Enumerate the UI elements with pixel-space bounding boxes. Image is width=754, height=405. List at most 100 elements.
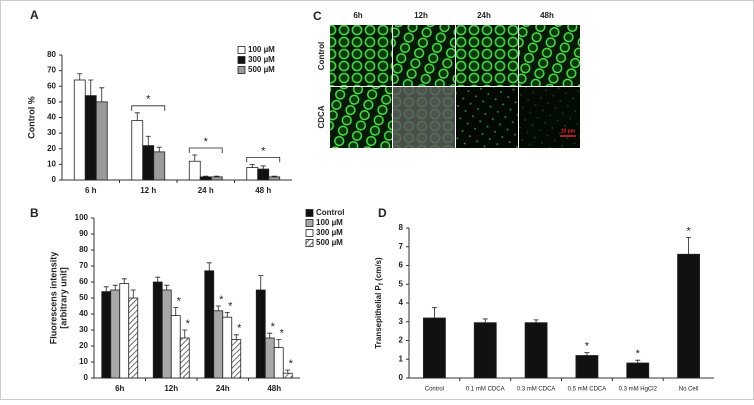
x-tick-label: 0.3 mM CDCA (517, 387, 556, 393)
error-bar (112, 284, 118, 290)
error-bar (134, 112, 140, 121)
legend-label: 300 µM (316, 228, 343, 237)
legend-swatch (305, 239, 314, 247)
y-tick-label: 90 (79, 229, 88, 238)
bar (524, 322, 548, 379)
error-bar (215, 305, 221, 311)
bar (257, 168, 270, 181)
y-tick-label: 100 (75, 213, 89, 222)
y-axis-label-part: (cm/s) (374, 257, 383, 283)
significance-marker: * (280, 328, 285, 340)
legend-label: 300 µM (248, 55, 275, 64)
error-bar (99, 87, 105, 102)
error-bar (584, 352, 590, 356)
bar (199, 176, 212, 181)
error-bar (155, 276, 161, 282)
bracket (131, 105, 166, 111)
error-bar (203, 175, 209, 177)
micrograph (456, 25, 518, 86)
y-tick-label: 40 (47, 113, 56, 122)
bar (222, 316, 233, 379)
significance-marker: * (186, 318, 191, 330)
error-bar (276, 339, 282, 348)
y-tick-label: 80 (79, 245, 88, 254)
y-tick-label: 80 (47, 50, 56, 59)
bar (575, 355, 599, 379)
error-bar (249, 163, 255, 168)
error-bar (285, 369, 291, 374)
error-bar (130, 289, 136, 298)
micrograph (456, 87, 518, 148)
significance-marker: * (271, 321, 276, 333)
micrograph (519, 25, 580, 86)
x-tick-label: 6h (115, 384, 124, 393)
bar (626, 362, 650, 379)
x-tick-label: 24 h (198, 186, 214, 195)
significance-marker: * (261, 145, 266, 157)
micrograph-shade (393, 87, 455, 148)
error-bar (635, 359, 641, 363)
y-tick-label: 20 (79, 341, 88, 350)
error-bar (686, 236, 692, 255)
bar (268, 176, 281, 181)
error-bar (182, 329, 188, 338)
y-tick-label: 60 (47, 81, 56, 90)
bar (188, 160, 201, 181)
error-bar (431, 307, 437, 318)
legend-label: 100 µM (316, 218, 343, 227)
y-tick-label: 70 (79, 261, 88, 270)
y-tick-label: 0 (52, 175, 57, 184)
bar (84, 95, 97, 181)
legend-swatch (305, 209, 314, 217)
legend-swatch (305, 219, 314, 227)
y-axis-label: [arbitrary unit] (58, 267, 68, 329)
legend-label: Control (316, 208, 344, 217)
significance-marker: * (204, 136, 209, 148)
y-tick-label: 8 (399, 223, 404, 232)
y-axis-label-part: Transepithelial P (374, 284, 383, 348)
significance-marker: * (228, 300, 233, 312)
error-bar (267, 332, 273, 338)
x-tick-label: 0.1 mM CDCA (466, 387, 505, 393)
x-tick-label: No Cell (679, 387, 699, 393)
bar (210, 176, 223, 181)
x-tick-label: 24h (216, 384, 230, 393)
x-tick-label: 12h (164, 384, 178, 393)
bar (73, 79, 86, 181)
error-bar (533, 319, 539, 323)
x-tick-label: Control (425, 387, 444, 393)
legend-label: 500 µM (316, 238, 343, 247)
row-label: Control (317, 42, 326, 70)
y-tick-label: 5 (399, 279, 404, 288)
y-tick-label: 30 (79, 325, 88, 334)
column-label: 6h (353, 11, 362, 20)
y-axis-label: Fluorescens intensity (48, 252, 58, 345)
y-tick-label: 10 (47, 159, 56, 168)
significance-marker: * (636, 348, 641, 360)
bar (161, 289, 172, 379)
y-tick-label: 30 (47, 128, 56, 137)
y-tick-label: 1 (399, 354, 404, 363)
y-tick-label: 50 (79, 293, 88, 302)
error-bar (214, 175, 220, 177)
y-tick-label: 10 (79, 357, 88, 366)
bar (231, 339, 242, 379)
y-tick-label: 0 (84, 373, 89, 382)
y-axis-label-part: f (379, 282, 385, 285)
error-bar (224, 312, 230, 318)
error-bar (145, 135, 151, 146)
y-tick-label: 3 (399, 317, 404, 326)
bar (677, 253, 700, 379)
y-tick-label: 2 (399, 336, 404, 345)
y-axis-label: Transepithelial Pf (cm/s) (374, 257, 384, 349)
y-tick-label: 7 (399, 242, 404, 251)
bracket (246, 156, 281, 163)
y-axis-label: Control % (26, 96, 36, 139)
significance-marker: * (686, 225, 691, 237)
y-tick-label: 20 (47, 144, 56, 153)
significance-marker: * (289, 358, 294, 370)
y-tick-label: 70 (47, 66, 56, 75)
bar (128, 297, 139, 379)
legend-swatch (237, 46, 246, 54)
micrograph (519, 87, 580, 148)
